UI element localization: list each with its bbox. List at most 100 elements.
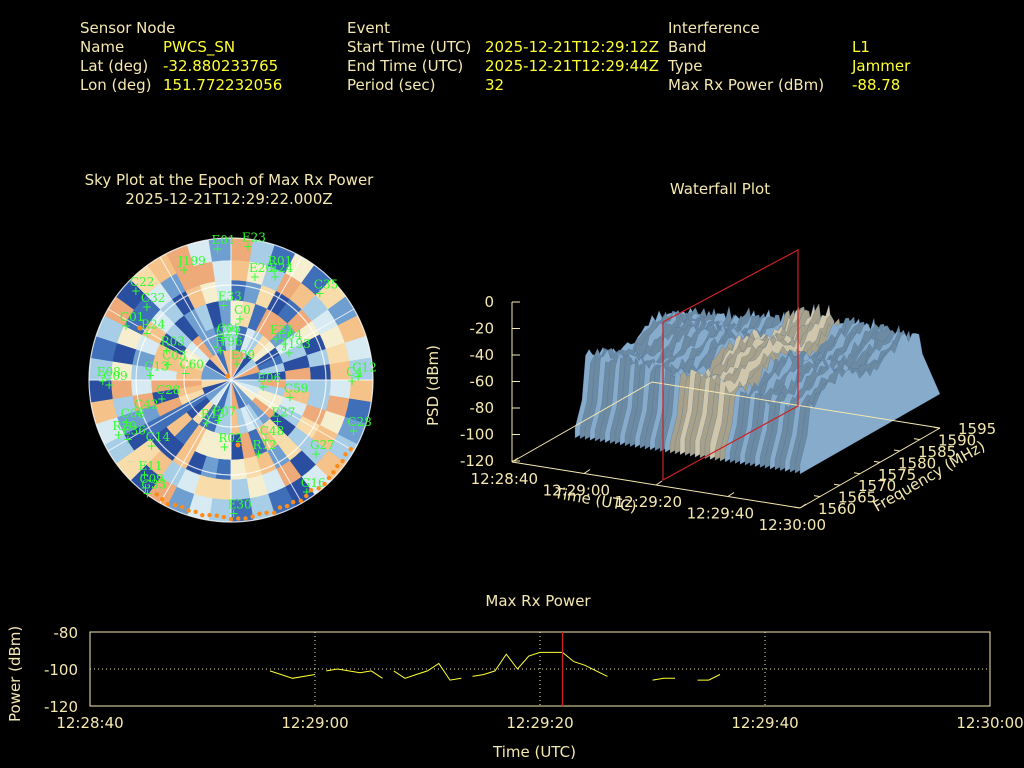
sky-satellite-plus: + (285, 390, 295, 404)
sky-satellite-plus: + (229, 506, 239, 520)
time-tick-mark (511, 457, 519, 463)
sky-azimuth-line (230, 256, 303, 381)
sky-interference-dot (298, 498, 303, 504)
sky-satellite-plus: + (353, 369, 363, 383)
sky-satellite-label: E09 (231, 348, 255, 362)
sky-satellite-plus: + (142, 327, 152, 341)
sensor-name-value: PWCS_SN (163, 38, 236, 56)
freq-tick-label: 1575 (878, 466, 916, 484)
freq-tick-mark (853, 472, 861, 475)
power-x-tick-label: 12:29:20 (506, 714, 573, 732)
sky-interference-dot (200, 512, 205, 518)
sky-interference-dot (290, 499, 296, 505)
sky-satellite-label: C08 (121, 406, 145, 420)
sky-satellite-label: C48 (260, 424, 284, 438)
waterfall-slice (799, 333, 941, 475)
sky-satellite-label: E27 (271, 406, 295, 420)
sky-interference-dot (236, 516, 241, 521)
z-tick-label: -80 (470, 399, 495, 417)
time-tick-label: 12:28:40 (471, 470, 538, 488)
sky-satellite-plus: + (216, 344, 226, 358)
power-chart-ylabel: Power (dBm) (6, 625, 24, 722)
sky-plot-title: Sky Plot at the Epoch of Max Rx Power (84, 171, 374, 189)
z-tick-label: 0 (484, 293, 494, 311)
sky-satellite-plus: + (258, 380, 268, 394)
sky-satellite-label: E01 (211, 233, 235, 247)
sky-satellite-label: R13 (201, 407, 225, 421)
freq-tick-mark (833, 483, 841, 486)
sky-satellite-label: C21 (216, 325, 240, 339)
sky-satellite-plus: + (235, 312, 245, 326)
sky-satellite-label: E26 (249, 261, 273, 275)
sky-interference-dot (228, 516, 234, 522)
sensor-name-label: Name (80, 38, 125, 56)
event-period-value: 32 (485, 76, 505, 94)
sensor-lon-label: Lon (deg) (80, 76, 152, 94)
time-tick-mark (583, 469, 591, 474)
freq-axis-line (799, 427, 941, 509)
time-tick-mark (799, 503, 807, 509)
sky-interference-dot (179, 504, 185, 510)
sky-satellite-plus: + (243, 240, 253, 254)
sky-satellite-label: C42 (134, 397, 158, 411)
sky-satellite-plus: + (212, 242, 222, 256)
power-series-segment (652, 677, 675, 681)
sky-grid (88, 237, 374, 523)
sky-satellite-label: C60 (179, 357, 203, 371)
sky-satellite-label: R12 (253, 438, 277, 452)
sky-interference-dot (165, 502, 170, 507)
power-x-tick-label: 12:30:00 (956, 714, 1023, 732)
sky-satellite-label: G27 (310, 438, 335, 452)
sky-interference-dot (221, 514, 227, 520)
sky-satellite-plus: + (202, 416, 212, 430)
sky-satellite-plus: + (217, 334, 227, 348)
sky-interference-dot (207, 512, 212, 518)
sky-satellite-plus: + (271, 332, 281, 346)
sky-interference-dot (316, 486, 321, 491)
sky-satellite-label: C01 (120, 310, 144, 324)
sky-azimuth-line (230, 379, 355, 452)
sky-interference-dot (214, 513, 219, 518)
sky-interference-dot (225, 373, 231, 379)
sky-azimuth-line (107, 379, 232, 452)
freq-tick-label: 1560 (818, 500, 856, 518)
sky-satellite-label: C0 (234, 303, 251, 317)
sky-satellite-label: E07 (212, 405, 236, 419)
sky-satellite-plus: + (142, 486, 152, 500)
sky-satellite-label: J199 (176, 254, 206, 268)
back-floor-line (651, 381, 941, 429)
time-tick-label: 12:29:20 (615, 493, 682, 511)
sky-satellite-plus: + (140, 481, 150, 495)
event-end-label: End Time (UTC) (347, 57, 464, 75)
sky-satellite-label: E24 (269, 261, 293, 275)
sky-satellite-plus: + (232, 357, 242, 371)
sky-satellite-label: R02 (218, 431, 242, 445)
sky-satellite-label: C03 (162, 349, 186, 363)
event-start-label: Start Time (UTC) (347, 38, 472, 56)
sky-interference-dot (250, 514, 255, 519)
sky-satellite-plus: + (163, 358, 173, 372)
sky-interference-dot (277, 505, 283, 510)
sky-satellite-plus: + (131, 284, 141, 298)
z-tick-label: -20 (470, 320, 495, 338)
sky-satellite-plus: + (284, 346, 294, 360)
sky-satellite-label: C04 (278, 328, 303, 342)
sky-satellite-plus: + (218, 330, 228, 344)
interference-power-value: -88.78 (852, 76, 901, 94)
sky-azimuth-line (159, 256, 232, 381)
sky-interference-dot (284, 503, 290, 509)
time-tick-mark (727, 492, 735, 497)
freq-tick-label: 1590 (938, 432, 976, 450)
freq-tick-label: 1565 (838, 489, 876, 507)
waterfall-surface (574, 303, 941, 475)
sky-satellite-plus: + (147, 439, 157, 453)
sky-satellite-plus: + (272, 415, 282, 429)
interference-title: Interference (668, 19, 760, 37)
event-period-label: Period (sec) (347, 76, 436, 94)
sky-interference-dot (243, 516, 248, 521)
sky-satellite-plus: + (270, 270, 280, 284)
sky-satellite-plus: + (123, 432, 133, 446)
